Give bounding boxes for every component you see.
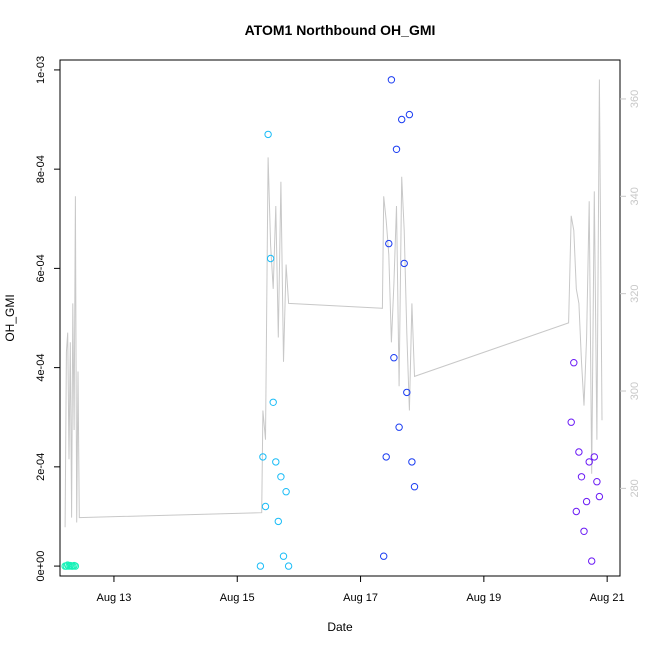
data-point: [261, 502, 270, 511]
data-point: [588, 557, 596, 565]
data-point: [398, 115, 406, 124]
data-point: [400, 259, 408, 268]
axes-layer: Aug 13 Aug 15 Aug 17 Aug 19 Aug 21 0e+00 2e-04…: [35, 56, 641, 604]
data-point: [570, 359, 578, 367]
data-points-layer: [61, 76, 604, 570]
y2-tick-label: 360: [629, 90, 641, 108]
data-point: [269, 398, 277, 406]
y-tick-label: 4e-04: [35, 354, 47, 382]
data-point: [71, 562, 80, 570]
data-point: [572, 507, 580, 516]
data-point: [256, 562, 265, 570]
data-point: [274, 517, 282, 526]
data-point: [392, 145, 401, 154]
data-point: [577, 473, 586, 481]
data-point: [277, 473, 285, 481]
data-point: [380, 552, 388, 560]
data-point: [266, 254, 275, 263]
y-axis-label: OH_GMI: [3, 294, 17, 341]
data-point: [593, 478, 601, 486]
y2-tick-label: 340: [629, 187, 641, 205]
y2-tick-label: 300: [629, 382, 641, 400]
data-point: [284, 562, 293, 570]
x-tick-label: Aug 15: [220, 592, 255, 604]
x-tick-label: Aug 19: [466, 592, 501, 604]
x-tick-label: Aug 13: [97, 592, 132, 604]
data-point: [580, 527, 588, 535]
data-point: [282, 488, 290, 496]
x-tick-label: Aug 17: [343, 592, 378, 604]
y2-tick-label: 280: [629, 479, 641, 497]
data-point: [395, 423, 403, 431]
data-point: [582, 497, 591, 506]
data-point: [575, 448, 583, 456]
data-point: [585, 458, 593, 466]
y-tick-label: 0e+00: [35, 551, 47, 582]
y2-tick-label: 320: [629, 284, 641, 302]
y-tick-label: 6e-04: [35, 254, 47, 282]
y-tick-label: 8e-04: [35, 155, 47, 183]
data-point: [410, 483, 419, 491]
y-tick-label: 2e-04: [35, 453, 47, 481]
data-point: [403, 388, 411, 397]
chart-title: ATOM1 Northbound OH_GMI: [245, 22, 436, 38]
data-point: [595, 492, 604, 501]
plot-frame: [59, 59, 621, 577]
data-point: [405, 110, 414, 119]
x-tick-label: Aug 21: [590, 592, 625, 604]
data-point: [264, 130, 272, 139]
data-point: [382, 453, 390, 461]
data-point: [590, 453, 598, 461]
data-point: [385, 239, 393, 248]
data-point: [408, 458, 416, 466]
data-point: [272, 458, 280, 466]
data-point: [390, 354, 398, 362]
x-axis-label: Date: [327, 620, 353, 634]
data-point: [279, 552, 288, 560]
data-point: [567, 418, 575, 426]
secondary-line-layer: [64, 79, 603, 528]
data-point: [387, 76, 396, 84]
y-tick-label: 1e-03: [35, 56, 47, 84]
data-point: [259, 453, 267, 461]
secondary-series-line: [64, 79, 603, 528]
